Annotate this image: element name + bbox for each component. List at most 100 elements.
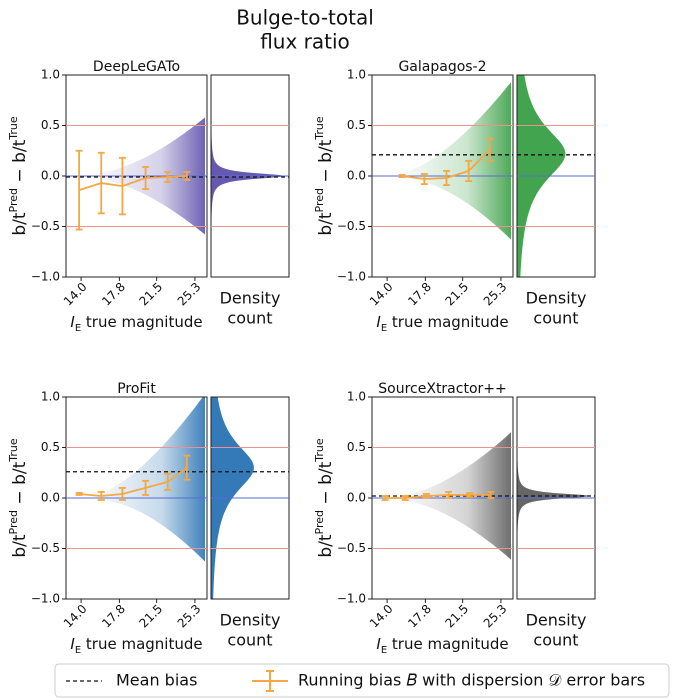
x-tick-label: 21.5 [442,602,471,631]
y-label-part: − b/t [316,461,336,510]
y-tick-label: 0.0 [41,491,60,505]
y-tick-label: 0.5 [347,440,366,454]
density-label: count [227,309,272,328]
errorbar [142,479,150,496]
x-label-part: true magnitude [81,313,202,331]
y-tick-label: 0.0 [41,169,60,183]
x-tick-label: 14.0 [61,280,90,309]
panel-title: Galapagos-2 [398,59,486,75]
x-label-sub: E [381,323,387,334]
x-tick-label: 17.8 [99,280,128,309]
x-label-sub: E [381,645,387,656]
density-label: Density [220,611,281,630]
y-label-sup: Pred [313,510,326,534]
x-label-part: I [376,313,381,331]
scatter-cloud [96,397,205,562]
y-label-sup: True [313,116,326,141]
y-tick-label: 1.0 [347,390,366,404]
y-tick-label: 1.0 [41,68,60,82]
y-tick-label: 0.0 [347,491,366,505]
y-axis-label: b/tPred − b/tTrue [313,438,337,558]
y-tick-label: −0.5 [337,541,366,555]
errorbar [183,171,191,181]
y-axis-label: b/tPred − b/tTrue [7,438,31,558]
legend-label: Mean bias [116,671,197,690]
y-tick-label: 0.5 [347,118,366,132]
density-label: Density [526,289,587,308]
errorbar [443,170,451,186]
x-label-part: true magnitude [387,313,508,331]
y-axis-label: b/tPred − b/tTrue [313,116,337,236]
y-label-part: b/t [10,212,30,236]
x-tick-label: 17.8 [405,602,434,631]
legend-errorbar-icon [252,670,288,692]
y-tick-label: 1.0 [347,68,366,82]
errorbar [75,149,83,231]
errorbar [466,492,474,498]
y-tick-label: 0.0 [347,169,366,183]
y-tick-label: −1.0 [337,270,366,284]
errorbar [487,491,495,499]
y-label-part: − b/t [10,461,30,510]
x-label-part: I [70,635,75,653]
density-label: count [533,631,578,650]
y-tick-label: −1.0 [337,592,366,606]
errorbar [118,156,126,216]
errorbar [465,159,473,182]
x-tick-label: 21.5 [136,602,165,631]
x-tick-label: 25.3 [481,602,510,631]
errorbar [75,492,83,496]
errorbar [422,493,430,499]
x-tick-label: 14.0 [367,280,396,309]
running-bias-line [385,494,491,499]
x-axis-label: IE true magnitude [70,313,202,334]
errorbar [118,486,126,501]
scatter-cloud [402,82,511,240]
y-tick-label: −1.0 [31,270,60,284]
x-label-sub: E [75,323,81,334]
errorbar [164,472,172,491]
x-axis-label: IE true magnitude [70,635,202,656]
y-tick-label: −1.0 [31,592,60,606]
x-tick-label: 14.0 [61,602,90,631]
density-label: count [533,309,578,328]
panel-title: DeepLeGATo [93,59,180,75]
y-label-sup: True [7,438,20,463]
y-label-sup: Pred [313,188,326,212]
x-tick-label: 17.8 [99,602,128,631]
errorbar [97,151,105,215]
running-bias-line [78,175,187,191]
y-label-part: b/t [10,534,30,558]
panel-title: ProFit [117,381,156,397]
x-tick-label: 21.5 [442,280,471,309]
legend-label: Running bias 𝐵 with dispersion 𝒟 error b… [298,671,645,690]
x-tick-label: 21.5 [136,280,165,309]
errorbar [401,495,409,501]
x-tick-label: 14.0 [367,602,396,631]
y-tick-label: 0.5 [41,118,60,132]
figure-title: flux ratio [260,30,350,54]
errorbar [97,491,105,501]
errorbar [381,495,389,501]
y-tick-label: 0.5 [41,440,60,454]
x-label-part: I [376,635,381,653]
density-label: Density [526,611,587,630]
x-axis-label: IE true magnitude [376,313,508,334]
x-tick-label: 25.3 [175,280,204,309]
errorbar [486,137,494,162]
figure-title: Bulge-to-total [236,6,374,30]
running-bias-line [79,466,188,497]
x-tick-label: 25.3 [481,280,510,309]
y-tick-label: −0.5 [337,219,366,233]
x-label-sub: E [75,645,81,656]
y-label-part: b/t [316,212,336,236]
density-label: count [227,631,272,650]
errorbar [398,174,406,178]
x-label-part: true magnitude [387,635,508,653]
x-label-part: I [70,313,75,331]
y-label-sup: True [7,116,20,141]
x-tick-label: 17.8 [405,280,434,309]
y-label-part: − b/t [316,139,336,188]
y-tick-label: −0.5 [31,541,60,555]
